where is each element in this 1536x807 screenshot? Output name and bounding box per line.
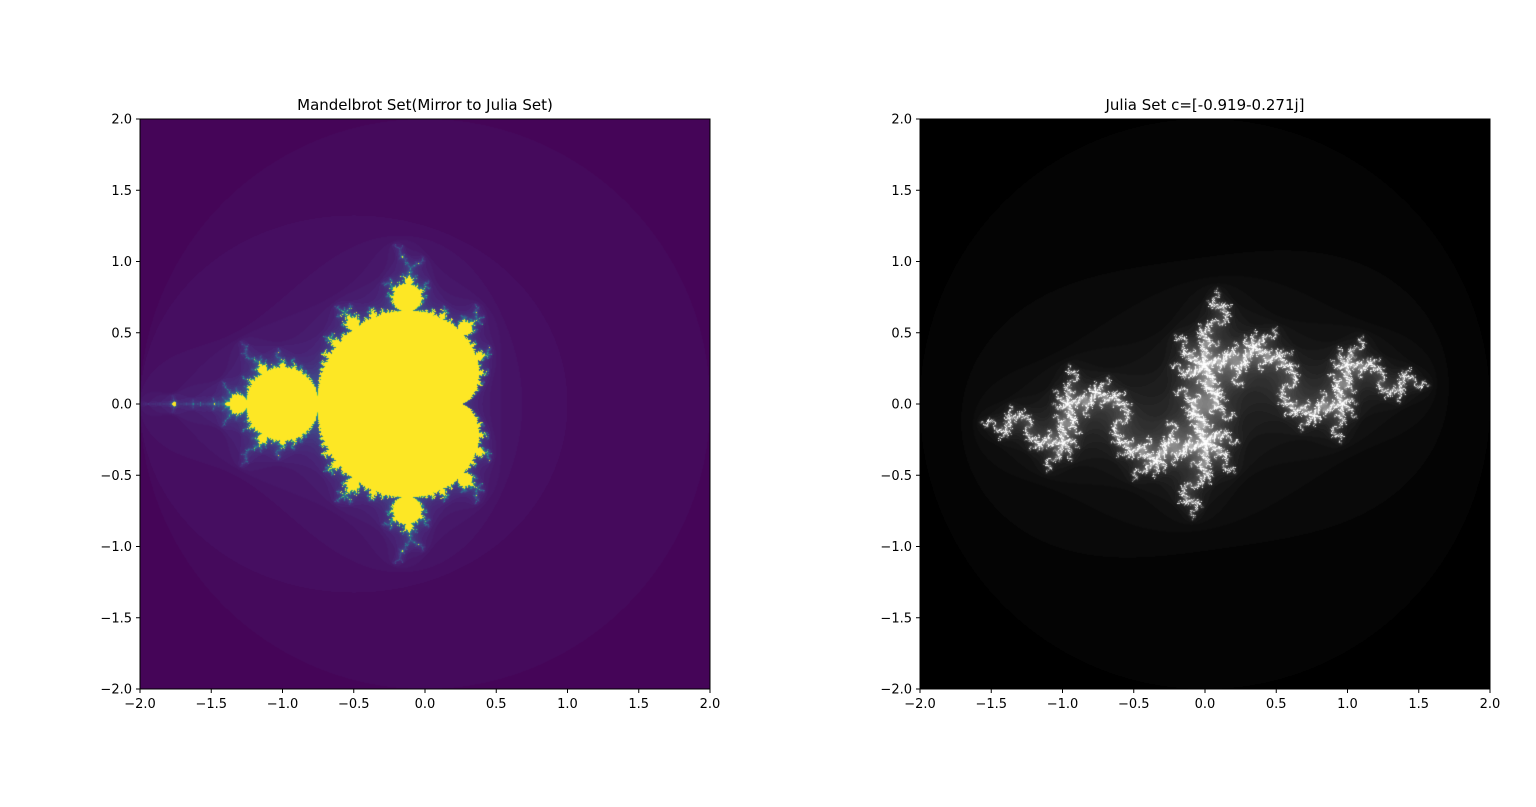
- mandelbrot-image: [140, 119, 710, 689]
- mandelbrot-x-tick-label: −2.0: [124, 697, 156, 712]
- julia-x-tick-label: 0.0: [1195, 697, 1216, 712]
- mandelbrot-y-tick-label: 1.0: [111, 255, 132, 270]
- julia-x-tick-label: −1.5: [975, 697, 1007, 712]
- mandelbrot-x-tick-label: 0.5: [486, 697, 507, 712]
- julia-x-tick-label: 1.0: [1337, 697, 1358, 712]
- julia-x-tick-label: −2.0: [904, 697, 936, 712]
- julia-x-tick-label: 0.5: [1266, 697, 1287, 712]
- mandelbrot-title: Mandelbrot Set(Mirror to Julia Set): [297, 96, 553, 114]
- julia-y-tick-label: 0.5: [891, 326, 912, 341]
- julia-y-tick-label: 0.0: [891, 398, 912, 413]
- mandelbrot-y-tick-label: −1.0: [100, 540, 132, 555]
- mandelbrot-y-tick-label: −1.5: [100, 611, 132, 626]
- mandelbrot-x-tick-label: −1.0: [267, 697, 299, 712]
- julia-y-tick-label: 1.5: [891, 184, 912, 199]
- mandelbrot-x-tick-label: −0.5: [338, 697, 370, 712]
- mandelbrot-x-tick-label: −1.5: [195, 697, 227, 712]
- julia-x-tick-label: 1.5: [1408, 697, 1429, 712]
- mandelbrot-y-tick-label: 0.5: [111, 326, 132, 341]
- mandelbrot-y-tick-label: 1.5: [111, 184, 132, 199]
- julia-title: Julia Set c=[-0.919-0.271j]: [1104, 96, 1304, 114]
- julia-x-tick-label: −0.5: [1118, 697, 1150, 712]
- mandelbrot-x-axis: −2.0 −1.5 −1.0 −0.5 0.0 0.5 1.0 1.5 2.0: [124, 689, 720, 712]
- julia-x-axis: −2.0 −1.5 −1.0 −0.5 0.0 0.5 1.0 1.5 2.0: [904, 689, 1500, 712]
- mandelbrot-y-tick-label: 0.0: [111, 398, 132, 413]
- mandelbrot-x-tick-label: 0.0: [415, 697, 436, 712]
- mandelbrot-y-tick-label: 2.0: [111, 113, 132, 128]
- mandelbrot-x-tick-label: 2.0: [700, 697, 721, 712]
- mandelbrot-panel: Mandelbrot Set(Mirror to Julia Set) −2.0…: [100, 96, 720, 712]
- julia-panel: Julia Set c=[-0.919-0.271j] −2.0 −1.5 −1.0…: [880, 96, 1500, 712]
- mandelbrot-x-tick-label: 1.5: [628, 697, 649, 712]
- julia-image: [920, 119, 1490, 689]
- julia-y-tick-label: −1.0: [880, 540, 912, 555]
- julia-y-tick-label: 2.0: [891, 113, 912, 128]
- mandelbrot-x-tick-label: 1.0: [557, 697, 578, 712]
- julia-y-axis: −2.0 −1.5 −1.0 −0.5 0.0 0.5 1.0 1.5 2.0: [880, 113, 920, 698]
- mandelbrot-y-tick-label: −0.5: [100, 469, 132, 484]
- julia-y-tick-label: −2.0: [880, 683, 912, 698]
- mandelbrot-y-axis: −2.0 −1.5 −1.0 −0.5 0.0 0.5 1.0 1.5 2.0: [100, 113, 140, 698]
- julia-y-tick-label: −0.5: [880, 469, 912, 484]
- julia-x-tick-label: −1.0: [1047, 697, 1079, 712]
- julia-y-tick-label: 1.0: [891, 255, 912, 270]
- mandelbrot-y-tick-label: −2.0: [100, 683, 132, 698]
- julia-y-tick-label: −1.5: [880, 611, 912, 626]
- julia-x-tick-label: 2.0: [1480, 697, 1501, 712]
